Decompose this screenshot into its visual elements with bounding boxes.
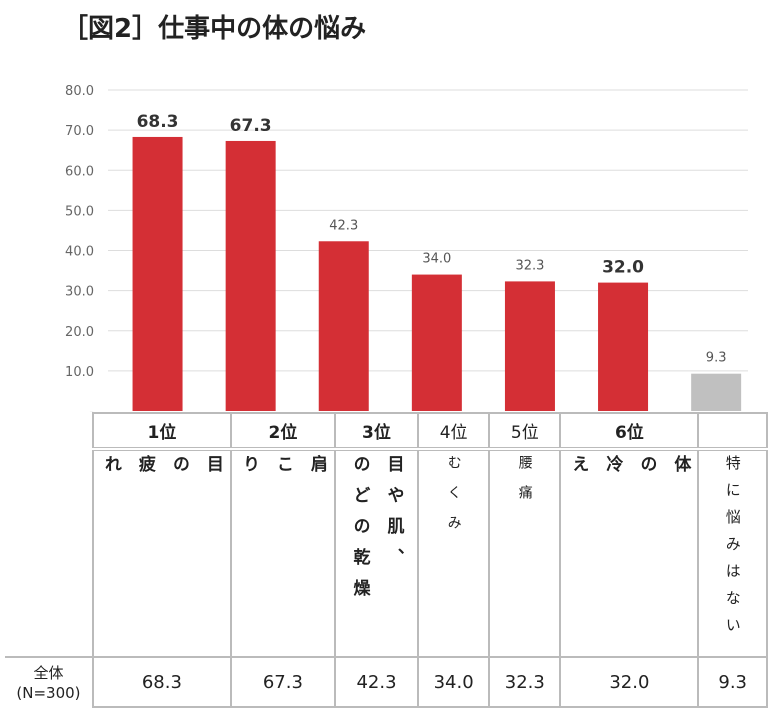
- bar-chart: - 10.0 20.0 30.0 40.0 50.0 60.0 70.0 80.0 68.3 67.…: [65, 84, 748, 412]
- y-tick-label: -: [89, 405, 94, 412]
- rank-cell: 1位: [91, 412, 232, 450]
- bar: [318, 241, 369, 411]
- total-cell: 42.3: [333, 656, 420, 708]
- row-header-label: 全体: [33, 663, 64, 682]
- data-label: 32.0: [602, 258, 644, 278]
- row-header-n: (N=300): [16, 683, 81, 702]
- bar: [504, 281, 555, 411]
- total-cell: 32.0: [559, 656, 700, 708]
- data-label: 9.3: [706, 351, 727, 366]
- bar: [132, 136, 183, 412]
- category-label: むくみ: [445, 455, 462, 545]
- rank-cell: 2位: [229, 412, 336, 450]
- y-tick-label: 30.0: [65, 285, 94, 300]
- y-tick-label: 80.0: [65, 84, 94, 99]
- data-label: 42.3: [329, 218, 358, 233]
- category-label: 体 の 冷 え: [568, 455, 691, 486]
- category-label: 腰痛: [516, 455, 533, 515]
- empty-cell: [5, 413, 93, 449]
- data-table: 1位 2位 3位 4位 5位 6位 目 の 疲 れ 肩 こ り 目や肌、 のどの…: [5, 412, 768, 708]
- data-label: 67.3: [230, 116, 272, 136]
- data-label: 32.3: [515, 258, 544, 273]
- figure-title: ［図2］仕事中の体の悩み: [62, 14, 367, 44]
- y-tick-label: 60.0: [65, 164, 94, 179]
- rank-cell: 5位: [488, 412, 562, 450]
- data-label: 68.3: [137, 112, 179, 132]
- category-label: 目 の 疲 れ: [100, 455, 223, 486]
- category-label: 目や肌、 のどの乾燥: [349, 455, 404, 610]
- row-header: 全体 (N=300): [5, 656, 93, 707]
- total-cell: 67.3: [229, 656, 336, 708]
- bar: [411, 274, 462, 411]
- total-cell: 68.3: [91, 656, 232, 708]
- rank-cell: 4位: [417, 412, 491, 450]
- y-tick-label: 40.0: [65, 245, 94, 260]
- total-cell: 32.3: [488, 656, 562, 708]
- y-tick-label: 20.0: [65, 325, 94, 340]
- rank-cell: [697, 412, 768, 450]
- category-label: 肩 こ り: [238, 455, 327, 486]
- total-cell: 34.0: [417, 656, 491, 708]
- rank-cell: 3位: [333, 412, 420, 450]
- bar: [598, 282, 649, 411]
- y-tick-label: 50.0: [65, 204, 94, 219]
- total-cell: 9.3: [697, 656, 768, 708]
- data-label: 34.0: [422, 252, 451, 267]
- y-tick-label: 70.0: [65, 124, 94, 139]
- category-label: 特に悩みはない: [723, 455, 742, 644]
- rank-cell: 6位: [559, 412, 700, 450]
- y-tick-label: 10.0: [65, 365, 94, 380]
- empty-cell: [5, 449, 93, 657]
- bar: [691, 373, 742, 411]
- bar: [225, 140, 276, 412]
